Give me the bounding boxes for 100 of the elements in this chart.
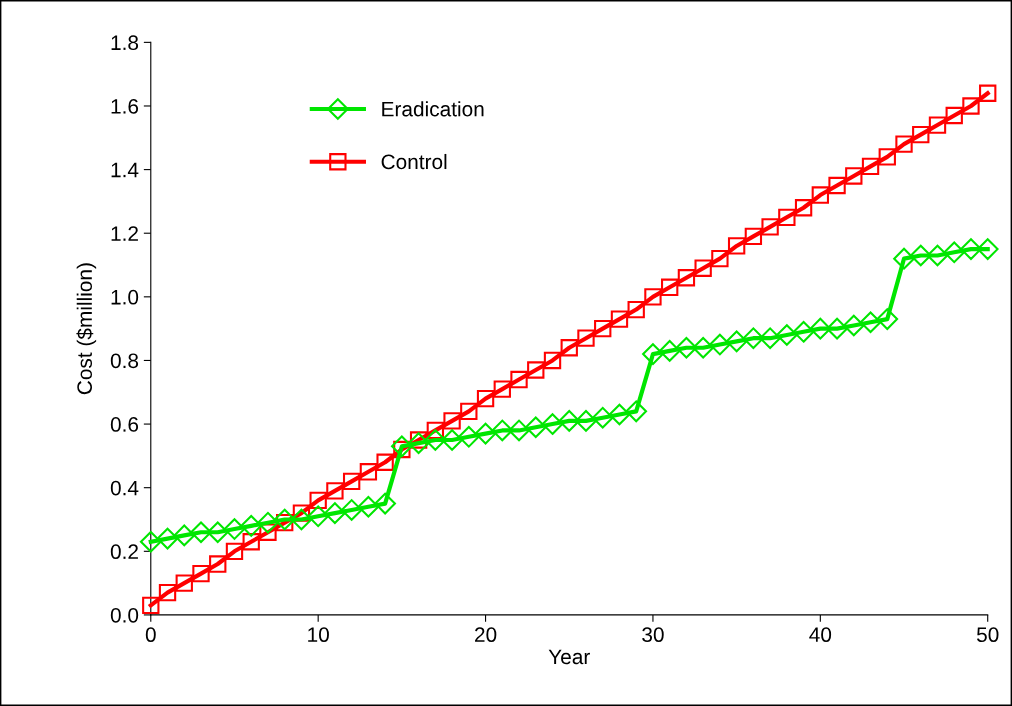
point <box>508 419 530 442</box>
point <box>828 176 846 195</box>
y-tick-label: 0.4 <box>110 480 139 496</box>
point <box>876 308 899 330</box>
point <box>711 249 729 268</box>
point <box>359 463 378 481</box>
point <box>192 564 210 583</box>
x-axis-title: Year <box>548 649 590 665</box>
point <box>257 511 279 534</box>
point <box>960 238 982 260</box>
point <box>190 521 212 544</box>
point <box>376 453 394 471</box>
point <box>778 208 796 226</box>
point <box>976 238 999 260</box>
point <box>324 502 346 524</box>
x-tick-label: 0 <box>145 627 156 643</box>
y-tick-label: 0.8 <box>110 353 139 369</box>
point <box>658 340 681 362</box>
point <box>240 515 263 537</box>
point <box>326 482 344 500</box>
y-tick-label: 0.2 <box>110 544 138 560</box>
point <box>342 472 361 491</box>
point <box>642 343 664 365</box>
point <box>441 429 463 451</box>
point <box>794 199 813 217</box>
point <box>962 97 980 115</box>
point <box>474 422 497 445</box>
point <box>842 314 865 337</box>
point <box>826 317 848 340</box>
point <box>742 327 765 350</box>
point <box>527 361 545 379</box>
point <box>577 329 595 347</box>
point <box>139 530 162 553</box>
point <box>340 499 363 521</box>
point <box>460 402 478 421</box>
point <box>809 317 832 340</box>
y-axis-title: Cost ($million) <box>76 263 97 395</box>
x-tick-label: 10 <box>308 627 329 643</box>
point <box>374 492 396 515</box>
point <box>443 412 461 430</box>
x-tick-label: 20 <box>475 627 497 643</box>
point <box>307 505 330 528</box>
legend-label: Control <box>381 153 447 170</box>
point <box>775 324 798 346</box>
point <box>727 237 746 255</box>
point <box>259 523 277 541</box>
point <box>759 327 781 350</box>
point <box>457 425 480 448</box>
point <box>391 435 413 458</box>
point <box>661 278 679 296</box>
point <box>541 413 564 435</box>
point <box>761 218 779 236</box>
point <box>393 440 411 459</box>
point <box>675 336 698 359</box>
point <box>225 542 244 560</box>
point <box>895 135 913 153</box>
y-tick-label: 1.0 <box>111 289 139 305</box>
y-tick-label: 1.4 <box>111 162 139 178</box>
point <box>591 406 614 429</box>
point <box>543 351 562 370</box>
point <box>426 421 445 440</box>
point <box>290 508 313 531</box>
point <box>309 491 327 510</box>
point <box>677 269 696 287</box>
point <box>926 244 949 267</box>
point <box>173 524 196 547</box>
point <box>861 157 880 176</box>
point <box>979 84 997 102</box>
x-tick-label: 30 <box>642 627 664 643</box>
x-tick-label: 40 <box>809 627 832 643</box>
point <box>627 300 645 319</box>
point <box>510 370 528 389</box>
point <box>845 167 863 185</box>
point <box>175 574 193 592</box>
point <box>608 403 631 426</box>
x-tick-label: 50 <box>976 627 999 643</box>
point <box>744 227 763 246</box>
point <box>893 247 915 270</box>
point <box>594 319 612 338</box>
point <box>792 320 815 343</box>
point <box>560 339 578 357</box>
point <box>524 416 547 439</box>
point <box>644 288 662 306</box>
point <box>424 429 447 451</box>
point <box>912 125 930 144</box>
point <box>476 389 495 408</box>
y-tick-label: 1.6 <box>111 98 139 114</box>
point <box>142 596 160 615</box>
point <box>692 336 715 359</box>
point <box>610 310 629 328</box>
y-tick-label: 0.0 <box>110 607 139 623</box>
point <box>156 527 179 550</box>
point <box>909 244 932 267</box>
point <box>357 495 380 518</box>
point <box>407 432 430 455</box>
point <box>158 583 177 602</box>
point <box>928 116 947 134</box>
point <box>725 330 748 353</box>
point <box>209 555 227 573</box>
point <box>206 521 229 544</box>
